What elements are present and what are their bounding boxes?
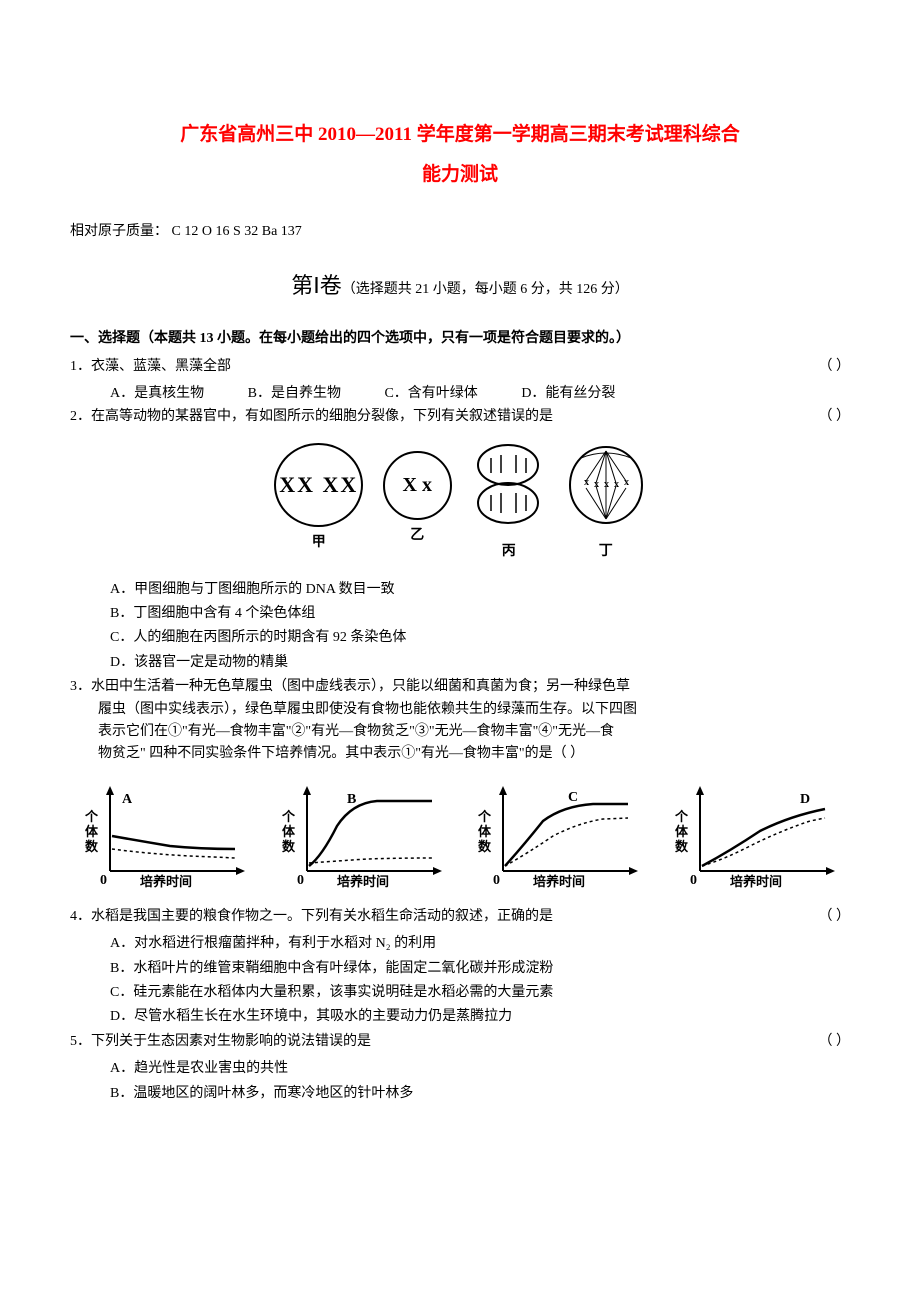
cell-bing: 丙 bbox=[471, 443, 546, 564]
q1-opt-c: C．含有叶绿体 bbox=[384, 386, 477, 401]
svg-text:D: D bbox=[800, 792, 810, 807]
section-header: 第Ⅰ卷（选择题共 21 小题，每小题 6 分，共 126 分） bbox=[70, 268, 850, 303]
subtitle: 能力测试 bbox=[70, 160, 850, 190]
q3-num: 3． bbox=[70, 679, 91, 694]
chart-a: A 个 体 数 0 培养时间 bbox=[80, 781, 250, 891]
svg-text:0: 0 bbox=[297, 873, 304, 888]
main-title: 广东省高州三中 2010—2011 学年度第一学期高三期末考试理科综合 bbox=[70, 120, 850, 150]
q1-options: A．是真核生物 B．是自养生物 C．含有叶绿体 D．能有丝分裂 bbox=[70, 383, 850, 405]
svg-text:数: 数 bbox=[85, 839, 99, 854]
section-header-big: 第Ⅰ卷 bbox=[291, 273, 342, 298]
q1-opt-b: B．是自养生物 bbox=[248, 386, 341, 401]
svg-text:个: 个 bbox=[84, 809, 99, 824]
atomic-mass: 相对原子质量： C 12 O 16 S 32 Ba 137 bbox=[70, 221, 850, 243]
q2-diagram-row: XX XX 甲 X x 乙 丙 bbox=[70, 443, 850, 564]
svg-text:x: x bbox=[594, 479, 599, 490]
svg-text:个: 个 bbox=[674, 809, 689, 824]
q2-paren: （ ） bbox=[819, 406, 851, 428]
cell-ding-svg: x x x x x bbox=[566, 443, 646, 528]
svg-text:培养时间: 培养时间 bbox=[140, 874, 192, 889]
q3-text4: 物贫乏" 四种不同实验条件下培养情况。其中表示①"有光—食物丰富"的是（ ） bbox=[70, 743, 850, 765]
q4-text: 水稻是我国主要的粮食作物之一。下列有关水稻生命活动的叙述，正确的是 bbox=[91, 909, 553, 924]
svg-text:0: 0 bbox=[100, 873, 107, 888]
q5-text: 下列关于生态因素对生物影响的说法错误的是 bbox=[91, 1034, 371, 1049]
cell-jia: XX XX 甲 bbox=[274, 443, 363, 554]
cell-ding: x x x x x 丁 bbox=[566, 443, 646, 564]
question-2: 2．在高等动物的某器官中，有如图所示的细胞分裂像，下列有关叙述错误的是 （ ） bbox=[70, 406, 850, 428]
q2-num: 2． bbox=[70, 409, 91, 424]
q4-num: 4． bbox=[70, 909, 91, 924]
svg-text:x: x bbox=[604, 479, 609, 490]
q2-opt-b: B．丁图细胞中含有 4 个染色体组 bbox=[110, 603, 850, 625]
q3-text1: 水田中生活着一种无色草履虫（图中虚线表示），只能以细菌和真菌为食；另一种绿色草 bbox=[91, 679, 630, 694]
cell-yi-circle: X x bbox=[383, 451, 452, 520]
q4-opt-d: D．尽管水稻生长在水生环境中，其吸水的主要动力仍是蒸腾拉力 bbox=[110, 1006, 850, 1028]
q3-charts: A 个 体 数 0 培养时间 B 个 体 数 0 培养时间 C 个 体 数 0 … bbox=[70, 781, 850, 891]
q1-paren: （ ） bbox=[819, 356, 851, 378]
q3-text2: 履虫（图中实线表示），绿色草履虫即使没有食物也能依赖共生的绿藻而生存。以下四图 bbox=[70, 699, 850, 721]
question-1: 1．衣藻、蓝藻、黑藻全部 （ ） bbox=[70, 356, 850, 378]
section-title: 一、选择题（本题共 13 小题。在每小题给出的四个选项中，只有一项是符合题目要求… bbox=[70, 328, 850, 350]
q2-options: A．甲图细胞与丁图细胞所示的 DNA 数目一致 B．丁图细胞中含有 4 个染色体… bbox=[70, 579, 850, 675]
cell-yi-content: X x bbox=[403, 469, 432, 501]
chart-d: D 个 体 数 0 培养时间 bbox=[670, 781, 840, 891]
svg-text:体: 体 bbox=[675, 824, 689, 839]
chart-c: C 个 体 数 0 培养时间 bbox=[473, 781, 643, 891]
q2-text: 在高等动物的某器官中，有如图所示的细胞分裂像，下列有关叙述错误的是 bbox=[91, 409, 553, 424]
cell-yi: X x 乙 bbox=[383, 443, 452, 547]
cell-jia-circle: XX XX bbox=[274, 443, 363, 527]
cell-ding-label: 丁 bbox=[566, 541, 646, 563]
cell-jia-label: 甲 bbox=[274, 532, 363, 554]
svg-text:B: B bbox=[347, 792, 356, 807]
section-header-small: （选择题共 21 小题，每小题 6 分，共 126 分） bbox=[342, 282, 629, 297]
q2-opt-c: C．人的细胞在丙图所示的时期含有 92 条染色体 bbox=[110, 627, 850, 649]
q5-opt-b: B．温暖地区的阔叶林多，而寒冷地区的针叶林多 bbox=[110, 1083, 850, 1105]
svg-text:x: x bbox=[624, 477, 629, 488]
question-4: 4．水稻是我国主要的粮食作物之一。下列有关水稻生命活动的叙述，正确的是 （ ） bbox=[70, 906, 850, 928]
q4-options: A．对水稻进行根瘤菌拌种，有利于水稻对 N₂ 的利用 B．水稻叶片的维管束鞘细胞… bbox=[70, 933, 850, 1029]
cell-yi-label: 乙 bbox=[383, 525, 452, 547]
cell-bing-label: 丙 bbox=[471, 541, 546, 563]
q1-opt-d: D．能有丝分裂 bbox=[521, 386, 615, 401]
chart-b: B 个 体 数 0 培养时间 bbox=[277, 781, 447, 891]
q1-opt-a: A．是真核生物 bbox=[110, 386, 204, 401]
q2-opt-d: D．该器官一定是动物的精巢 bbox=[110, 652, 850, 674]
svg-text:x: x bbox=[584, 477, 589, 488]
svg-text:培养时间: 培养时间 bbox=[533, 874, 585, 889]
q4-opt-a: A．对水稻进行根瘤菌拌种，有利于水稻对 N₂ 的利用 bbox=[110, 933, 850, 955]
svg-text:x: x bbox=[614, 479, 619, 490]
q5-paren: （ ） bbox=[819, 1031, 851, 1053]
q1-text: 衣藻、蓝藻、黑藻全部 bbox=[91, 359, 231, 374]
svg-text:数: 数 bbox=[282, 839, 296, 854]
svg-text:个: 个 bbox=[477, 809, 492, 824]
svg-text:数: 数 bbox=[478, 839, 492, 854]
svg-text:个: 个 bbox=[281, 809, 296, 824]
svg-text:培养时间: 培养时间 bbox=[730, 874, 782, 889]
svg-text:0: 0 bbox=[493, 873, 500, 888]
q4-opt-c: C．硅元素能在水稻体内大量积累，该事实说明硅是水稻必需的大量元素 bbox=[110, 982, 850, 1004]
svg-text:0: 0 bbox=[690, 873, 697, 888]
q5-opt-a: A．趋光性是农业害虫的共性 bbox=[110, 1058, 850, 1080]
svg-text:A: A bbox=[122, 792, 133, 807]
question-3: 3．水田中生活着一种无色草履虫（图中虚线表示），只能以细菌和真菌为食；另一种绿色… bbox=[70, 676, 850, 766]
cell-bing-svg bbox=[471, 443, 546, 528]
svg-text:C: C bbox=[568, 790, 578, 805]
q4-paren: （ ） bbox=[819, 906, 851, 928]
question-5: 5．下列关于生态因素对生物影响的说法错误的是 （ ） bbox=[70, 1031, 850, 1053]
q1-num: 1． bbox=[70, 359, 91, 374]
svg-text:体: 体 bbox=[282, 824, 296, 839]
svg-text:培养时间: 培养时间 bbox=[337, 874, 389, 889]
q4-opt-b: B．水稻叶片的维管束鞘细胞中含有叶绿体，能固定二氧化碳并形成淀粉 bbox=[110, 958, 850, 980]
q3-text3: 表示它们在①"有光—食物丰富"②"有光—食物贫乏"③"无光—食物丰富"④"无光—… bbox=[70, 721, 850, 743]
svg-text:体: 体 bbox=[478, 824, 492, 839]
q2-opt-a: A．甲图细胞与丁图细胞所示的 DNA 数目一致 bbox=[110, 579, 850, 601]
q5-options: A．趋光性是农业害虫的共性 B．温暖地区的阔叶林多，而寒冷地区的针叶林多 bbox=[70, 1058, 850, 1105]
svg-text:数: 数 bbox=[675, 839, 689, 854]
svg-text:体: 体 bbox=[85, 824, 99, 839]
cell-jia-content: XX XX bbox=[279, 467, 358, 502]
q5-num: 5． bbox=[70, 1034, 91, 1049]
